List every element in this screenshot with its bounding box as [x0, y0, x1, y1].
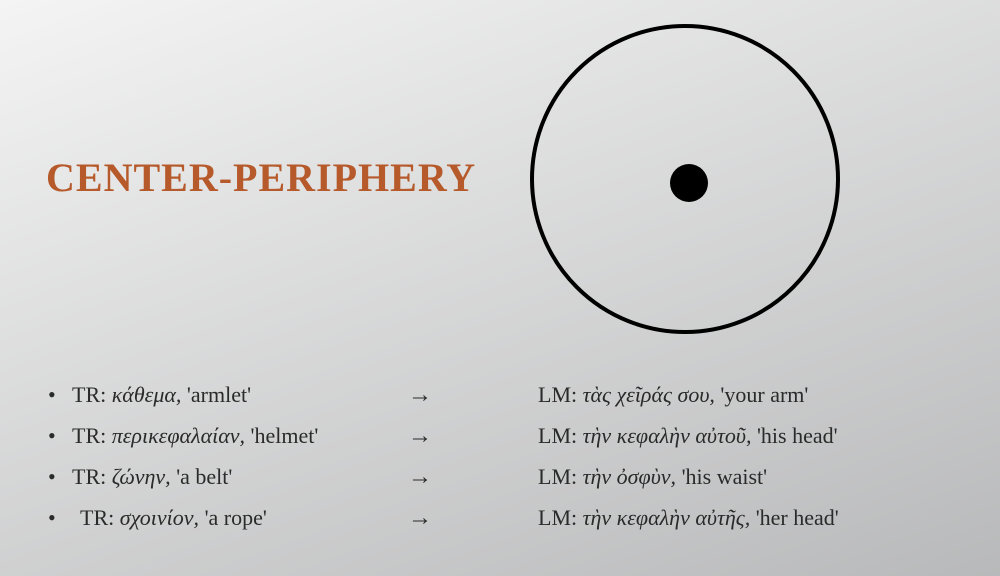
lm-cell: LM: τὴν ὀσφὺν, 'his waist': [538, 464, 952, 490]
example-row: •TR: περικεφαλαίαν, 'helmet'→LM: τὴν κεφ…: [48, 423, 952, 450]
lm-cell: LM: τὰς χεῖράς σου, 'your arm': [538, 382, 952, 408]
tr-greek: κάθεμα,: [112, 382, 182, 407]
tr-cell: TR: ζώνην, 'a belt': [72, 464, 408, 490]
lm-greek: τὴν κεφαλὴν αὐτῆς,: [583, 505, 751, 530]
tr-greek: περικεφαλαίαν,: [112, 423, 245, 448]
lm-prefix: LM:: [538, 423, 583, 448]
arrow-icon: →: [408, 464, 538, 491]
center-dot: [670, 164, 708, 202]
tr-cell: TR: περικεφαλαίαν, 'helmet': [72, 423, 408, 449]
center-periphery-diagram: [520, 14, 850, 344]
example-row: •TR: ζώνην, 'a belt'→LM: τὴν ὀσφὺν, 'his…: [48, 464, 952, 491]
tr-prefix: TR:: [72, 464, 112, 489]
lm-greek: τὰς χεῖράς σου,: [583, 382, 715, 407]
lm-gloss: 'your arm': [715, 382, 808, 407]
lm-greek: τὴν κεφαλὴν αὐτοῦ,: [583, 423, 752, 448]
arrow-icon: →: [408, 505, 538, 532]
lm-gloss: 'his head': [751, 423, 837, 448]
tr-prefix: TR:: [72, 423, 112, 448]
lm-gloss: 'his waist': [676, 464, 767, 489]
tr-gloss: 'armlet': [181, 382, 251, 407]
tr-gloss: 'a rope': [199, 505, 267, 530]
tr-cell: TR: σχοινίον, 'a rope': [72, 505, 408, 531]
bullet-icon: •: [48, 464, 72, 490]
lm-prefix: LM:: [538, 505, 583, 530]
bullet-icon: •: [48, 423, 72, 449]
slide: CENTER-PERIPHERY •TR: κάθεμα, 'armlet'→L…: [0, 0, 1000, 576]
lm-cell: LM: τὴν κεφαλὴν αὐτοῦ, 'his head': [538, 423, 952, 449]
lm-greek: τὴν ὀσφὺν,: [583, 464, 676, 489]
lm-cell: LM: τὴν κεφαλὴν αὐτῆς, 'her head': [538, 505, 952, 531]
bullet-icon: •: [48, 505, 72, 531]
lm-prefix: LM:: [538, 464, 583, 489]
bullet-icon: •: [48, 382, 72, 408]
example-row: •TR: κάθεμα, 'armlet'→LM: τὰς χεῖράς σου…: [48, 382, 952, 409]
tr-gloss: 'a belt': [171, 464, 233, 489]
lm-gloss: 'her head': [750, 505, 839, 530]
tr-greek: σχοινίον,: [120, 505, 199, 530]
slide-title: CENTER-PERIPHERY: [46, 154, 476, 201]
tr-prefix: TR:: [72, 382, 112, 407]
example-row: •TR: σχοινίον, 'a rope'→LM: τὴν κεφαλὴν …: [48, 505, 952, 532]
example-list: •TR: κάθεμα, 'armlet'→LM: τὰς χεῖράς σου…: [48, 382, 952, 546]
tr-greek: ζώνην,: [112, 464, 171, 489]
lm-prefix: LM:: [538, 382, 583, 407]
tr-prefix: TR:: [80, 505, 120, 530]
arrow-icon: →: [408, 423, 538, 450]
tr-gloss: 'helmet': [245, 423, 318, 448]
arrow-icon: →: [408, 382, 538, 409]
tr-cell: TR: κάθεμα, 'armlet': [72, 382, 408, 408]
